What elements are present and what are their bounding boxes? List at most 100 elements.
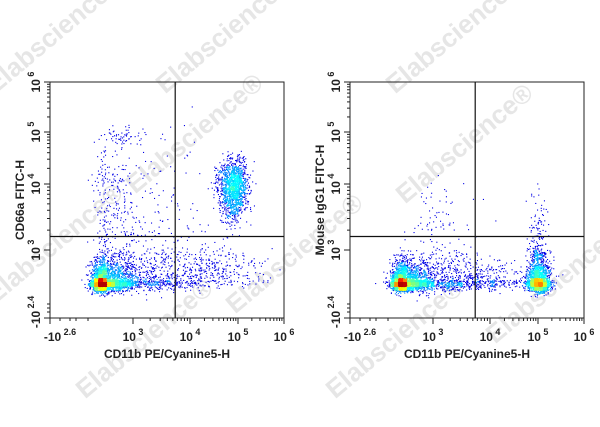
event-dot — [101, 293, 103, 295]
event-dot — [140, 138, 142, 140]
event-dot — [94, 284, 96, 286]
event-dot — [118, 255, 120, 257]
event-dot — [126, 286, 128, 288]
event-dot — [224, 208, 226, 210]
event-dot — [190, 277, 192, 279]
event-dot — [100, 152, 102, 154]
event-dot — [111, 268, 113, 270]
event-dot — [113, 215, 115, 217]
event-dot — [210, 272, 212, 274]
event-dot — [164, 285, 166, 287]
event-dot — [226, 222, 228, 224]
event-dot — [233, 211, 235, 213]
event-dot — [156, 283, 158, 285]
event-dot — [100, 262, 102, 264]
event-dot — [103, 238, 105, 240]
event-dot — [250, 261, 252, 263]
event-dot — [166, 289, 168, 291]
event-dot — [90, 272, 92, 274]
event-dot — [102, 270, 104, 272]
event-dot — [189, 273, 191, 275]
event-dot — [91, 184, 93, 186]
event-dot — [123, 136, 125, 138]
event-dot — [231, 204, 233, 206]
event-dot — [87, 274, 89, 276]
event-dot — [136, 281, 138, 283]
event-dot — [194, 282, 196, 284]
event-dot — [168, 227, 170, 229]
event-dot — [224, 206, 226, 208]
event-dot — [181, 281, 183, 283]
event-dot — [116, 174, 118, 176]
event-dot — [90, 282, 92, 284]
event-dot — [125, 276, 127, 278]
event-dot — [150, 188, 152, 190]
event-dot — [222, 275, 224, 277]
event-dot — [163, 278, 165, 280]
event-dot — [111, 265, 113, 267]
event-dot — [240, 188, 242, 190]
event-dot — [100, 289, 102, 291]
event-dot — [170, 232, 172, 234]
event-dot — [166, 277, 168, 279]
event-dot — [237, 192, 239, 194]
event-dot — [152, 267, 154, 269]
event-dot — [133, 266, 135, 268]
event-dot — [153, 167, 155, 169]
event-dot — [124, 283, 126, 285]
event-dot — [234, 167, 236, 169]
event-dot — [228, 186, 230, 188]
event-dot — [229, 225, 231, 227]
event-dot — [231, 192, 233, 194]
event-dot — [230, 194, 232, 196]
event-dot — [139, 258, 141, 260]
event-dot — [228, 154, 230, 156]
event-dot — [105, 269, 107, 271]
event-dot — [104, 295, 106, 297]
event-dot — [103, 224, 105, 226]
event-dot — [246, 221, 248, 223]
event-dot — [90, 272, 92, 274]
event-dot — [124, 210, 126, 212]
event-dot — [133, 251, 135, 253]
event-dot — [122, 164, 124, 166]
event-dot — [101, 291, 103, 293]
event-dot — [236, 206, 238, 208]
event-dot — [121, 272, 123, 274]
event-dot — [226, 198, 228, 200]
event-dot — [250, 190, 252, 192]
event-dot — [135, 258, 137, 260]
event-dot — [229, 175, 231, 177]
event-dot — [262, 282, 264, 284]
event-dot — [239, 176, 241, 178]
event-dot — [230, 228, 232, 230]
event-dot — [241, 170, 243, 172]
event-dot — [234, 175, 236, 177]
event-dot — [122, 267, 124, 269]
event-dot — [240, 172, 242, 174]
event-dot — [228, 222, 230, 224]
event-dot — [102, 257, 104, 259]
event-dot — [94, 256, 96, 258]
event-dot — [240, 181, 242, 183]
event-dot — [244, 166, 246, 168]
event-dot — [95, 287, 97, 289]
event-dot — [101, 168, 103, 170]
event-dot — [234, 216, 236, 218]
event-dot — [224, 181, 226, 183]
event-dot — [243, 255, 245, 257]
event-dot — [114, 292, 116, 294]
event-dot — [232, 188, 234, 190]
event-dot — [244, 283, 246, 285]
event-dot — [93, 280, 95, 282]
event-dot — [225, 200, 227, 202]
event-dot — [231, 163, 233, 165]
event-dot — [154, 284, 156, 286]
event-dot — [212, 280, 214, 282]
event-dot — [112, 174, 114, 176]
event-dot — [222, 207, 224, 209]
event-dot — [237, 182, 239, 184]
event-dot — [232, 186, 234, 188]
event-dot — [237, 186, 239, 188]
event-dot — [101, 276, 103, 278]
